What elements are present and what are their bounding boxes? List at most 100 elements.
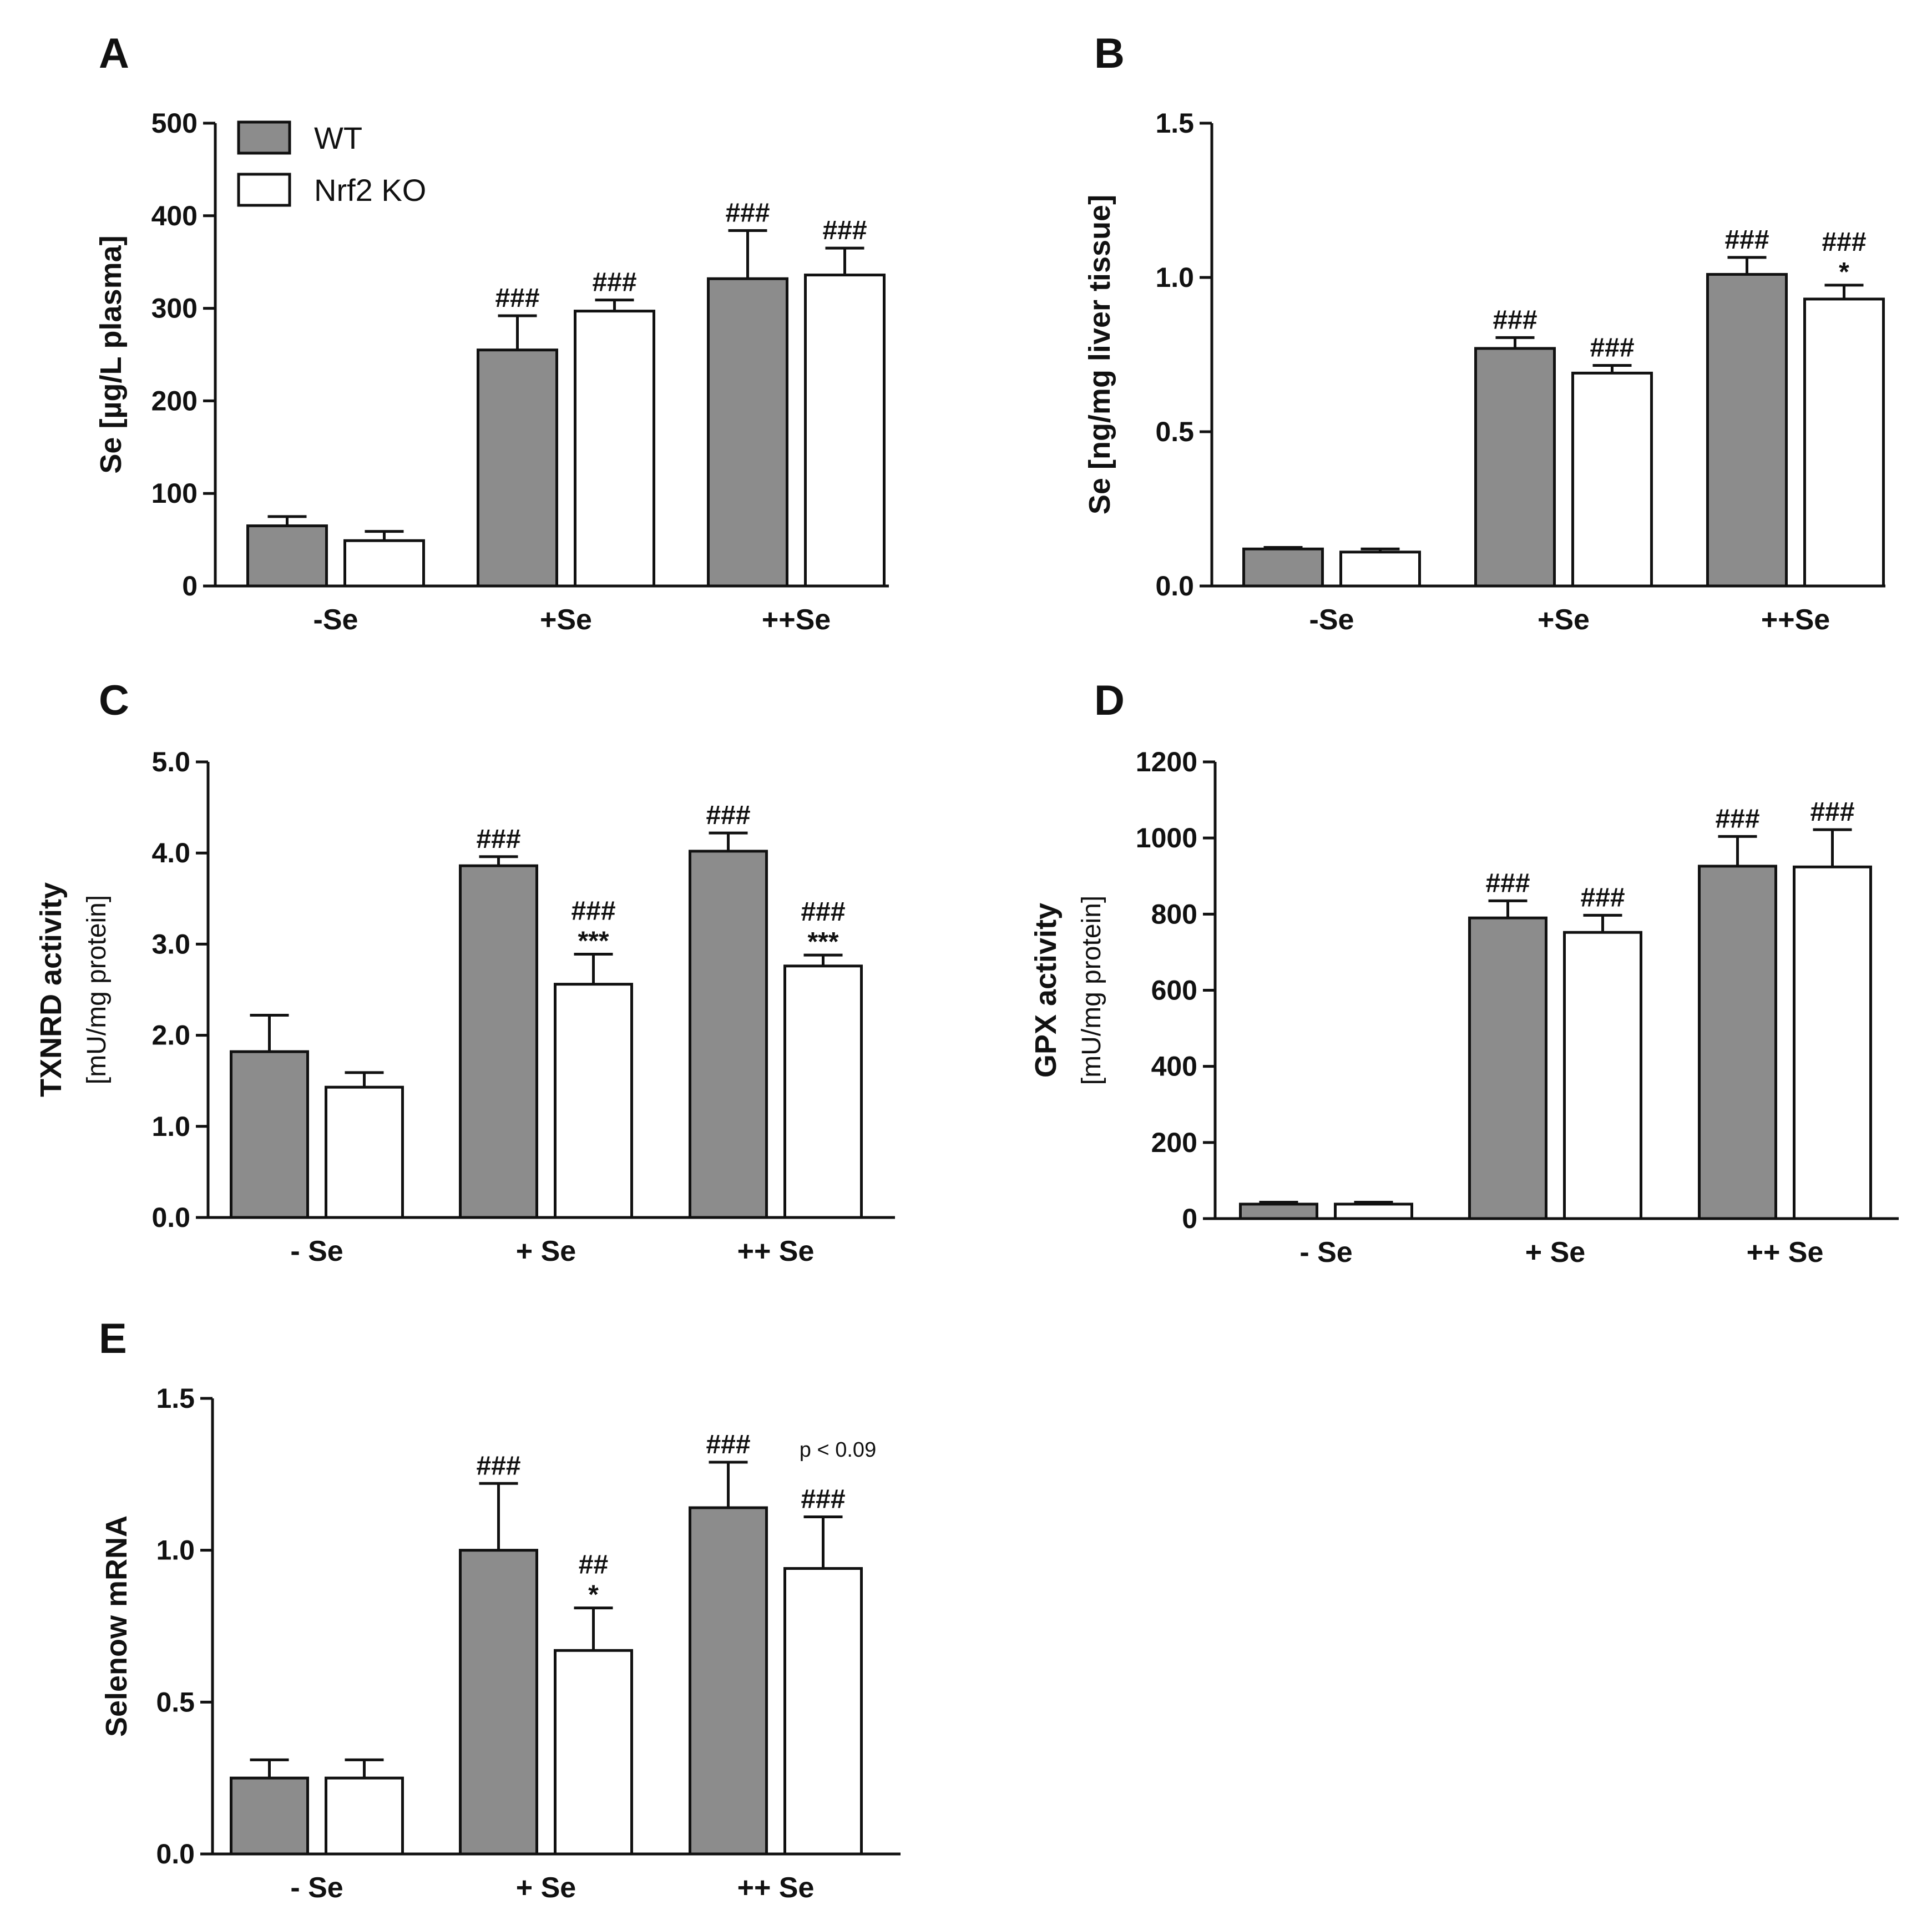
y-tick-label: 400 <box>1151 1051 1197 1082</box>
x-tick-label: +Se <box>540 604 592 636</box>
significance-label: ### <box>1810 797 1854 827</box>
panel-B: B 0.0 0.5 1.0 1.5 Se [ng/mg liver tissue] -Se #… <box>1083 30 1885 636</box>
panel-D: D 0 200 400 600 800 1000 1200 GPX activity [mU/mg… <box>1029 677 1899 1269</box>
y-axis-label: Se [ng/mg liver tissue] <box>1083 195 1116 514</box>
bar-ko-0 <box>343 539 425 588</box>
significance-label: ### <box>822 216 867 245</box>
bar-ko-2 <box>804 274 886 588</box>
panel-letter: E <box>99 1315 127 1362</box>
x-tick-label: ++Se <box>1761 604 1830 636</box>
y-tick-label: 400 <box>151 200 198 231</box>
y-tick-label: 1.5 <box>1155 108 1194 139</box>
x-tick-label: ++ Se <box>1747 1236 1824 1269</box>
x-tick-label: + Se <box>516 1235 576 1267</box>
y-tick-label: 0 <box>182 570 198 602</box>
y-tick-label: 1.0 <box>1155 262 1194 293</box>
x-tick-label: +Se <box>1537 604 1590 636</box>
bar-wt-1 <box>1474 347 1556 588</box>
bar-wt-2 <box>707 277 788 588</box>
significance-label: ### <box>571 896 615 926</box>
significance-label: * <box>588 1580 599 1610</box>
bar-wt-2 <box>1706 272 1788 588</box>
y-tick-label: 200 <box>1151 1127 1197 1158</box>
y-tick-label: 1.0 <box>156 1535 195 1566</box>
significance-label: ### <box>592 268 636 297</box>
bar-wt-0 <box>246 524 328 588</box>
y-axis-sublabel: [mU/mg protein] <box>1077 896 1106 1085</box>
significance-label: ### <box>801 897 845 927</box>
y-tick-label: 3.0 <box>151 928 190 959</box>
y-tick-label: 5.0 <box>151 746 190 777</box>
y-axis-label: GPX activity <box>1029 903 1063 1078</box>
x-tick-label: -Se <box>313 604 358 636</box>
x-tick-label: ++Se <box>762 604 831 636</box>
significance-label: ### <box>706 1430 750 1459</box>
significance-label: ### <box>801 1484 845 1514</box>
y-tick-label: 0.5 <box>1155 416 1194 447</box>
y-tick-label: 500 <box>151 108 198 139</box>
significance-label: *** <box>807 927 838 957</box>
x-tick-label: - Se <box>290 1872 343 1904</box>
y-axis-sublabel: [mU/mg protein] <box>82 895 112 1084</box>
bar-wt-1 <box>1468 916 1547 1220</box>
bar-ko-0 <box>325 1085 404 1219</box>
legend: WT Nrf2 KO <box>237 120 426 208</box>
y-tick-label: 2.0 <box>151 1020 190 1051</box>
significance-label: ### <box>1493 305 1537 335</box>
bar-ko-1 <box>1563 931 1642 1220</box>
bar-wt-0 <box>230 1050 309 1219</box>
bar-wt-2 <box>689 850 768 1219</box>
significance-label: ### <box>476 825 520 854</box>
bar-ko-1 <box>574 310 655 588</box>
panel-A: A 0 100 200 300 400 500 Se [µg/L plasma] -Se ### #… <box>94 30 889 636</box>
bar-ko-2 <box>1793 865 1872 1220</box>
significance-label: *** <box>578 926 609 956</box>
panel-E: E 0.0 0.5 1.0 1.5 Selenow mRNA - Se ### *## + Se #… <box>99 1315 901 1904</box>
bar-wt-1 <box>459 864 538 1219</box>
bar-wt-1 <box>477 348 558 588</box>
y-tick-label: 800 <box>1151 898 1197 929</box>
panel-C: C 0.0 1.0 2.0 3.0 4.0 5.0 TXNRD activity [mU/mg … <box>34 677 895 1267</box>
x-tick-label: -Se <box>1309 604 1354 636</box>
significance-label: ### <box>476 1451 520 1481</box>
x-tick-label: - Se <box>1299 1236 1352 1269</box>
y-axis-label: Se [µg/L plasma] <box>94 235 128 473</box>
bar-ko-0 <box>325 1776 404 1856</box>
bar-wt-0 <box>1239 1203 1318 1220</box>
panel-letter: C <box>99 677 129 724</box>
panel-letter: D <box>1094 677 1125 724</box>
panel-letter: A <box>99 30 129 77</box>
y-tick-label: 200 <box>151 385 198 416</box>
y-axis-label: TXNRD activity <box>34 882 68 1097</box>
bar-ko-2 <box>1803 297 1885 588</box>
panel-letter: B <box>1094 30 1125 77</box>
bar-wt-2 <box>1698 865 1777 1220</box>
significance-label: ### <box>1580 883 1625 912</box>
legend-label-ko: Nrf2 KO <box>314 173 426 208</box>
legend-label-wt: WT <box>314 120 362 155</box>
y-tick-label: 600 <box>1151 975 1197 1006</box>
x-tick-label: ++ Se <box>737 1235 815 1267</box>
significance-label: ### <box>1590 333 1634 362</box>
bar-ko-2 <box>783 1567 863 1856</box>
x-tick-label: + Se <box>516 1872 576 1904</box>
bar-ko-1 <box>554 1649 633 1856</box>
y-tick-label: 0.0 <box>156 1838 195 1870</box>
y-axis-label: Selenow mRNA <box>100 1515 133 1737</box>
bar-wt-2 <box>689 1506 768 1856</box>
significance-label: ### <box>495 284 539 313</box>
y-tick-label: 300 <box>151 293 198 324</box>
x-tick-label: - Se <box>290 1235 343 1267</box>
y-tick-label: 1200 <box>1136 746 1197 777</box>
significance-label: ### <box>1822 228 1866 257</box>
significance-label: * <box>1839 257 1849 287</box>
y-tick-label: 0.0 <box>1155 570 1194 602</box>
x-tick-label: + Se <box>1525 1236 1585 1269</box>
significance-label: ### <box>1485 868 1530 898</box>
legend-swatch-wt <box>237 120 291 155</box>
y-tick-label: 4.0 <box>151 837 190 868</box>
bar-ko-0 <box>1334 1203 1413 1220</box>
y-tick-label: 1.5 <box>156 1383 195 1414</box>
significance-label: ### <box>1715 804 1759 833</box>
